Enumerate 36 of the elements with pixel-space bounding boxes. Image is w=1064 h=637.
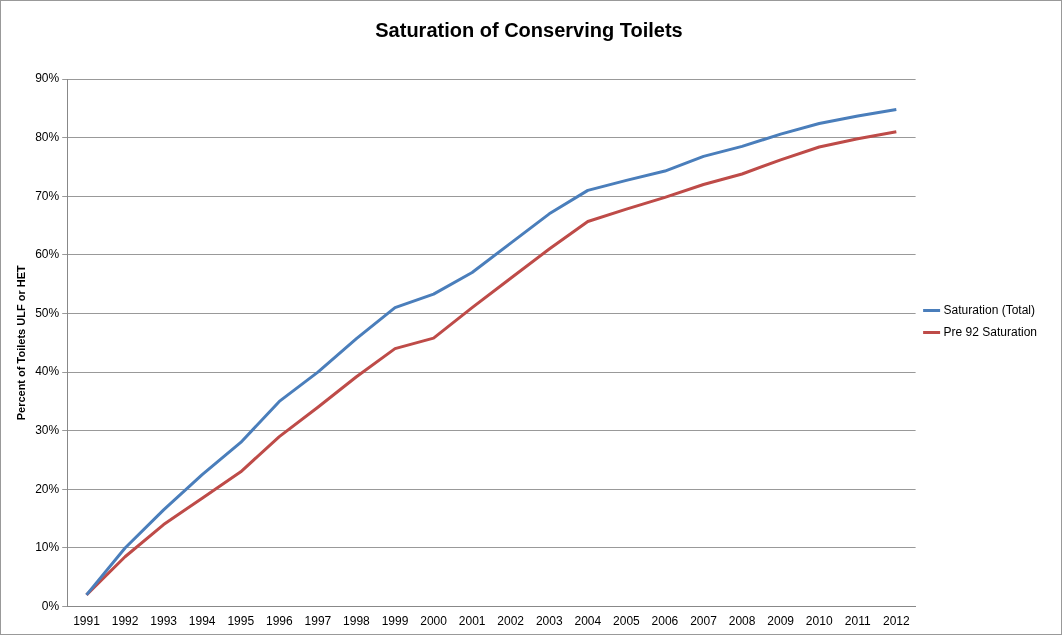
legend-label: Saturation (Total) bbox=[943, 302, 1035, 317]
y-tick-label: 30% bbox=[35, 423, 60, 438]
x-tick-label: 2009 bbox=[767, 614, 795, 629]
y-tick-label: 50% bbox=[35, 305, 60, 320]
x-tick-label: 2001 bbox=[458, 614, 486, 629]
x-tick-label: 2004 bbox=[574, 614, 602, 629]
legend-label: Pre 92 Saturation bbox=[943, 324, 1038, 339]
chart-title: Saturation of Conserving Toilets bbox=[375, 18, 683, 41]
x-tick-label: 2008 bbox=[728, 614, 756, 629]
y-tick-label: 80% bbox=[35, 129, 60, 144]
x-tick-label: 2006 bbox=[651, 614, 679, 629]
y-tick-label: 90% bbox=[35, 71, 60, 86]
x-tick-label: 2010 bbox=[805, 614, 833, 629]
x-tick-label: 1992 bbox=[111, 614, 139, 629]
x-tick-label: 2002 bbox=[497, 614, 525, 629]
x-tick-label: 1998 bbox=[343, 614, 371, 629]
x-tick-label: 1995 bbox=[227, 614, 255, 629]
x-tick-label: 1997 bbox=[304, 614, 332, 629]
x-tick-label: 2011 bbox=[844, 614, 871, 629]
x-tick-label: 1996 bbox=[265, 614, 293, 629]
y-tick-label: 20% bbox=[35, 481, 60, 496]
x-tick-label: 2000 bbox=[420, 614, 448, 629]
x-tick-label: 2005 bbox=[613, 614, 641, 629]
y-tick-label: 10% bbox=[35, 540, 60, 555]
y-tick-label: 60% bbox=[35, 247, 60, 262]
y-tick-label: 0% bbox=[41, 598, 60, 613]
x-tick-label: 1993 bbox=[150, 614, 178, 629]
x-tick-label: 2012 bbox=[882, 614, 910, 629]
x-tick-label: 2007 bbox=[690, 614, 718, 629]
y-tick-label: 40% bbox=[35, 364, 60, 379]
x-tick-label: 1994 bbox=[188, 614, 216, 629]
y-axis-title: Percent of Toilets ULF or HET bbox=[14, 265, 27, 421]
x-tick-label: 1999 bbox=[381, 614, 409, 629]
y-tick-label: 70% bbox=[35, 188, 60, 203]
x-tick-label: 1991 bbox=[73, 614, 101, 629]
x-tick-label: 2003 bbox=[535, 614, 563, 629]
